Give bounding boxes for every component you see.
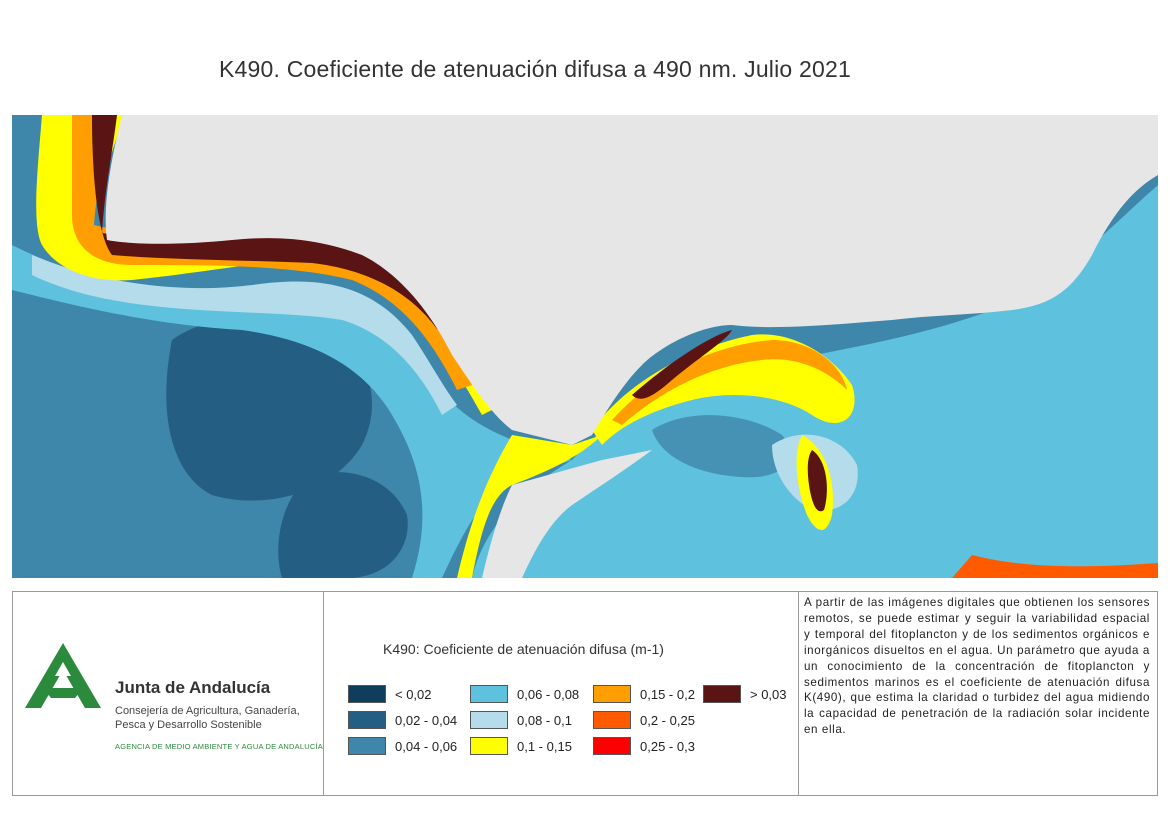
institution-block: Junta de Andalucía Consejería de Agricul… [23, 640, 323, 760]
land-iberia [105, 115, 1158, 445]
legend-swatch [470, 711, 508, 729]
legend-swatch [703, 685, 741, 703]
southeast-coast-edge [952, 555, 1158, 578]
legend-swatch [593, 711, 631, 729]
legend-title: K490: Coeficiente de atenuación difusa (… [383, 641, 664, 657]
panel-divider [798, 592, 799, 795]
legend-label: 0,1 - 0,15 [517, 739, 572, 754]
deep-water-southwest [278, 471, 408, 578]
description-text: A partir de las imágenes digitales que o… [804, 596, 1150, 737]
legend-swatch [470, 737, 508, 755]
institution-department: Consejería de Agricultura, Ganadería, Pe… [115, 705, 300, 731]
k490-map [12, 115, 1158, 578]
legend-swatch [348, 711, 386, 729]
page-title: K490. Coeficiente de atenuación difusa a… [219, 56, 851, 82]
turbid-coast-east [592, 334, 855, 445]
legend-label: 0,25 - 0,3 [640, 739, 695, 754]
legend-label: 0,06 - 0,08 [517, 687, 580, 702]
melilla-plume-core [807, 450, 827, 512]
deep-water-west [166, 318, 372, 501]
legend-label: 0,08 - 0,1 [517, 713, 572, 728]
legend-swatch [348, 737, 386, 755]
legend-label: < 0,02 [395, 687, 432, 702]
coastal-light-west [32, 255, 457, 415]
info-panel: Junta de Andalucía Consejería de Agricul… [12, 591, 1158, 796]
coastal-band-west [12, 245, 572, 578]
legend-label: 0,02 - 0,04 [395, 713, 458, 728]
junta-de-andalucia-logo-icon [25, 643, 101, 708]
land-morocco [482, 450, 652, 578]
legend-label: 0,15 - 0,2 [640, 687, 695, 702]
legend-label: 0,04 - 0,06 [395, 739, 458, 754]
panel-divider [323, 592, 324, 795]
legend-label: 0,2 - 0,25 [640, 713, 695, 728]
alboran-deep-patch [652, 415, 790, 478]
legend-swatch [470, 685, 508, 703]
legend-swatch [593, 737, 631, 755]
strait-turbid [457, 435, 602, 578]
institution-agency: AGENCIA DE MEDIO AMBIENTE Y AGUA DE ANDA… [115, 742, 323, 751]
legend-label: > 0,03 [750, 687, 787, 702]
institution-name: Junta de Andalucía [115, 678, 271, 697]
legend-swatch [348, 685, 386, 703]
legend-swatch [593, 685, 631, 703]
turbid-coast-east-edge [632, 330, 732, 399]
